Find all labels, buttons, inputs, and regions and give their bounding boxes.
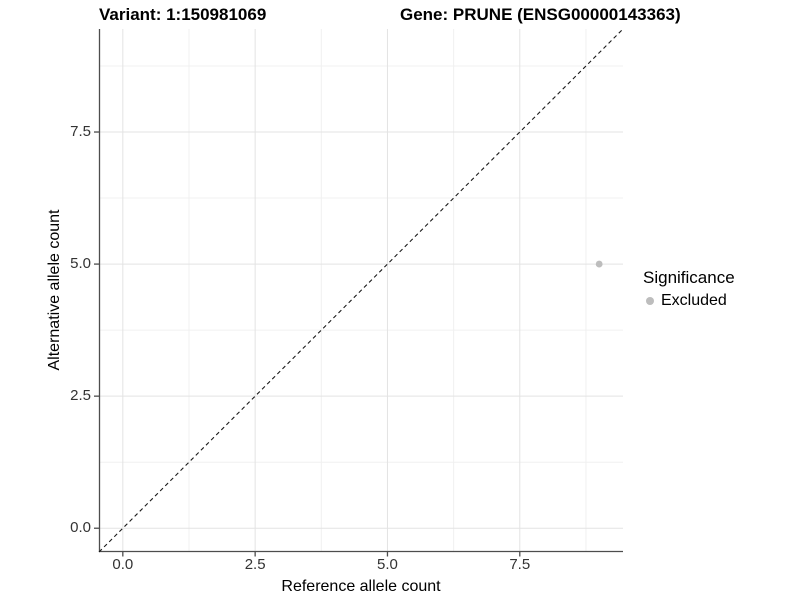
y-axis-title: Alternative allele count [46,209,63,371]
y-tick-label: 0.0 [70,519,91,537]
x-tick-label: 0.0 [112,556,134,573]
legend-item-label: Excluded [661,292,727,309]
x-tick-label: 2.5 [244,556,266,573]
plot-panel [94,29,624,557]
x-tick-label: 5.0 [377,556,398,573]
legend-item-excluded: Excluded [643,292,735,310]
legend: Significance Excluded [643,268,735,310]
x-axis-title: Reference allele count [281,578,441,595]
y-tick-label: 2.5 [70,387,91,405]
data-point [595,260,603,268]
plot-title-gene: Gene: PRUNE (ENSG00000143363) [400,5,681,24]
x-tick-label: 7.5 [509,556,531,573]
y-tick-label: 5.0 [70,255,91,273]
y-tick-label: 7.5 [70,123,91,140]
identity-reference-line [98,29,624,553]
legend-point-icon [646,297,654,305]
plot-title-variant: Variant: 1:150981069 [99,5,267,24]
legend-title: Significance [643,268,735,287]
